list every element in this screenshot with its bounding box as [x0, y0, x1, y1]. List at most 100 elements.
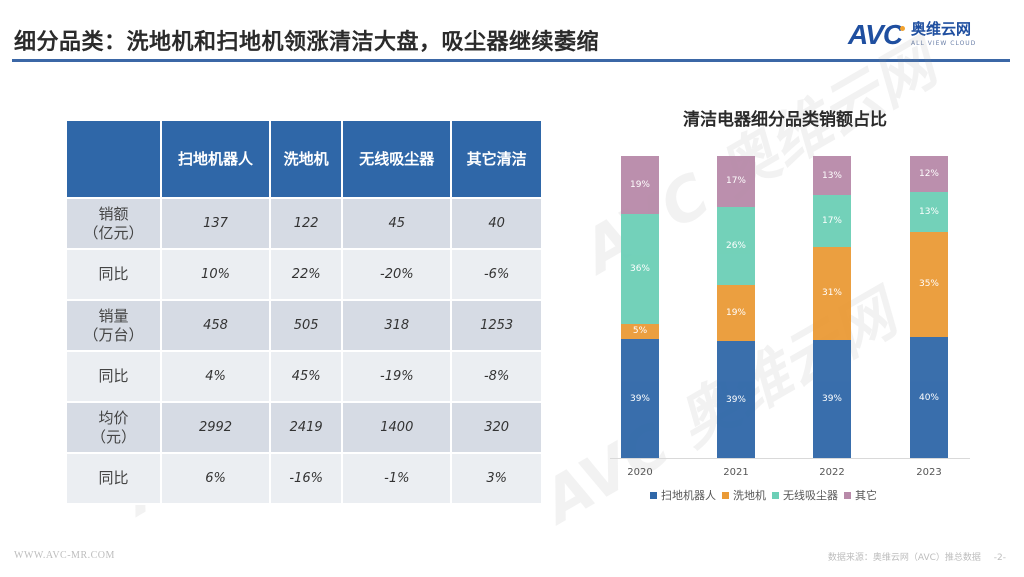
table-header-cell: 洗地机: [269, 119, 344, 199]
table-cell: -19%: [341, 350, 453, 403]
row-label-unit: （万台）: [83, 325, 144, 344]
x-axis-line: [610, 458, 970, 459]
bar-2021: 39% 19% 26% 17%: [717, 156, 755, 458]
legend-swatch-icon: [650, 491, 657, 499]
bar-segment: 12%: [910, 156, 948, 193]
table-row: 销额 （亿元） 137 122 45 40: [65, 197, 543, 250]
table-header-cell: 无线吸尘器: [341, 119, 453, 199]
table-cell: -16%: [269, 452, 344, 505]
table-cell: 458: [159, 299, 272, 352]
table-cell: 2419: [269, 401, 344, 454]
footer-website: WWW.AVC-MR.COM: [14, 550, 115, 561]
logo-mark: AVC: [848, 19, 903, 50]
table-cell: 137: [159, 197, 272, 250]
bar-segment: 26%: [717, 206, 755, 285]
table-header-row: 扫地机器人 洗地机 无线吸尘器 其它清洁: [65, 119, 543, 199]
table-header-cell: 其它清洁: [450, 119, 543, 199]
bar-segment: 35%: [910, 231, 948, 338]
x-tick-label: 2022: [819, 467, 845, 478]
legend-item: 扫地机器人: [650, 487, 716, 503]
bar-segment: 19%: [621, 156, 659, 214]
row-label-unit: （亿元）: [83, 223, 144, 242]
bar-segment: 5%: [621, 323, 659, 340]
bar-segment: 13%: [910, 192, 948, 232]
chart-title: 清洁电器细分品类销额占比: [683, 110, 887, 130]
logo-en-text: ALL VIEW CLOUD: [911, 40, 977, 47]
table-cell: 45%: [269, 350, 344, 403]
table-cell: 40: [450, 197, 543, 250]
bar-segment: 40%: [910, 337, 948, 458]
logo-cn-text: 奥维云网: [911, 20, 972, 38]
bar-segment: 17%: [717, 156, 755, 207]
row-label-line: 均价: [98, 408, 129, 427]
chart-legend: 扫地机器人 洗地机 无线吸尘器 其它: [650, 487, 883, 503]
table-cell: 122: [269, 197, 344, 250]
legend-item: 无线吸尘器: [772, 487, 838, 503]
table-cell: -6%: [450, 248, 543, 301]
row-label-line: 销额: [98, 204, 129, 223]
x-tick-label: 2021: [723, 467, 749, 478]
row-label: 同比: [65, 248, 162, 301]
category-data-table: 扫地机器人 洗地机 无线吸尘器 其它清洁 销额 （亿元） 137 122 45 4…: [65, 119, 543, 505]
bar-segment: 36%: [621, 213, 659, 324]
row-label-line: 销量: [98, 306, 129, 325]
bar-segment: 19%: [717, 284, 755, 342]
table-row: 同比 10% 22% -20% -6%: [65, 248, 543, 301]
table-cell: 3%: [450, 452, 543, 505]
table-cell: 6%: [159, 452, 272, 505]
legend-label: 扫地机器人: [661, 489, 716, 502]
bar-segment: 39%: [621, 339, 659, 458]
table-cell: 45: [341, 197, 453, 250]
table-cell: 320: [450, 401, 543, 454]
page-number: -2-: [993, 553, 1006, 563]
bar-segment: 13%: [813, 156, 851, 196]
table-cell: -8%: [450, 350, 543, 403]
row-label: 销量 （万台）: [65, 299, 162, 352]
footer-source: 数据来源：奥维云网（AVC）推总数据 -2-: [828, 550, 1006, 563]
x-tick-label: 2020: [627, 467, 653, 478]
bar-2022: 39% 31% 17% 13%: [813, 156, 851, 458]
share-stacked-bar-chart: 清洁电器细分品类销额占比 39% 5% 36% 19% 39% 19% 26% 17% 39% 3…: [600, 95, 980, 515]
table-cell: 4%: [159, 350, 272, 403]
logo-dot-icon: [900, 26, 906, 31]
row-label: 均价 （元）: [65, 401, 162, 454]
bar-2020: 39% 5% 36% 19%: [621, 156, 659, 458]
table-header-corner: [65, 119, 162, 199]
legend-label: 洗地机: [733, 489, 766, 502]
legend-label: 无线吸尘器: [783, 489, 838, 502]
legend-item: 其它: [844, 487, 877, 503]
data-source-text: 数据来源：奥维云网（AVC）推总数据: [827, 553, 981, 563]
table-header-cell: 扫地机器人: [159, 119, 272, 199]
bar-2023: 40% 35% 13% 12%: [910, 156, 948, 458]
avc-logo: AVC 奥维云网 ALL VIEW CLOUD: [848, 20, 976, 50]
table-row: 同比 6% -16% -1% 3%: [65, 452, 543, 505]
bar-segment: 17%: [813, 195, 851, 247]
table-row: 同比 4% 45% -19% -8%: [65, 350, 543, 403]
bar-segment: 31%: [813, 246, 851, 341]
table-row: 销量 （万台） 458 505 318 1253: [65, 299, 543, 352]
legend-item: 洗地机: [722, 487, 766, 503]
table-cell: -1%: [341, 452, 453, 505]
table-cell: 2992: [159, 401, 272, 454]
table-cell: 505: [269, 299, 344, 352]
table-cell: 1400: [341, 401, 453, 454]
row-label-unit: （元）: [90, 427, 136, 446]
table-row: 均价 （元） 2992 2419 1400 320: [65, 401, 543, 454]
legend-swatch-icon: [722, 491, 729, 499]
table-cell: 318: [341, 299, 453, 352]
legend-swatch-icon: [844, 491, 851, 499]
legend-label: 其它: [855, 489, 877, 502]
table-cell: 22%: [269, 248, 344, 301]
title-divider: [12, 59, 1010, 62]
row-label: 同比: [65, 452, 162, 505]
row-label: 同比: [65, 350, 162, 403]
legend-swatch-icon: [772, 491, 779, 499]
table-cell: 10%: [159, 248, 272, 301]
row-label: 销额 （亿元）: [65, 197, 162, 250]
x-tick-label: 2023: [916, 467, 942, 478]
table-cell: -20%: [341, 248, 453, 301]
table-cell: 1253: [450, 299, 543, 352]
bar-segment: 39%: [717, 341, 755, 458]
bar-segment: 39%: [813, 340, 851, 458]
page-title: 细分品类：洗地机和扫地机领涨清洁大盘，吸尘器继续萎缩: [14, 30, 600, 55]
